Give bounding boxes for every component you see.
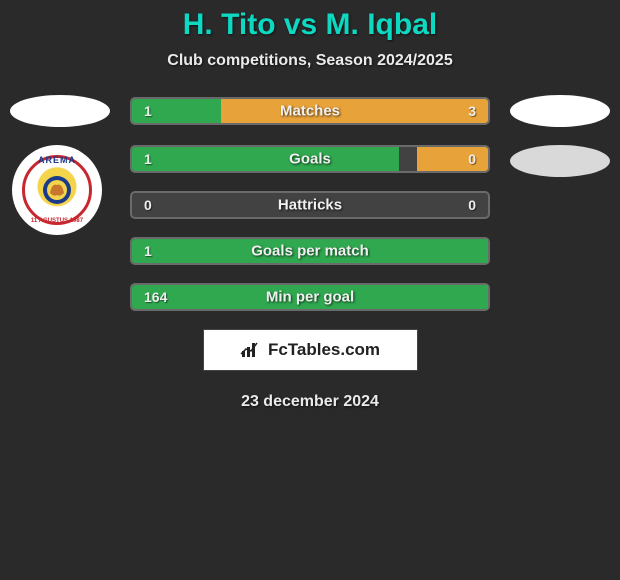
- stat-label: Matches: [280, 103, 340, 120]
- left-value: 0: [144, 197, 152, 213]
- player-right-placeholder-2: [510, 145, 610, 177]
- badge-name: AREMA: [38, 155, 76, 165]
- bar-fill-left: [132, 147, 399, 171]
- stat-label: Hattricks: [278, 197, 342, 214]
- brand-name: FcTables.com: [268, 340, 380, 360]
- player-right-placeholder: [510, 95, 610, 127]
- stat-row-matches: 1 Matches 3: [0, 95, 620, 127]
- bar-track: 164 Min per goal: [130, 283, 490, 311]
- left-value: 1: [144, 103, 152, 119]
- stat-label: Goals: [289, 151, 331, 168]
- right-value: 0: [468, 197, 476, 213]
- player-left-placeholder: [10, 95, 110, 127]
- bar-track: 1 Goals 0: [130, 145, 490, 173]
- lion-icon: [40, 173, 74, 207]
- right-value: 0: [468, 151, 476, 167]
- bar-track: 1 Goals per match: [130, 237, 490, 265]
- brand-box[interactable]: FcTables.com: [203, 329, 418, 371]
- stat-label: Min per goal: [266, 289, 354, 306]
- subtitle: Club competitions, Season 2024/2025: [0, 52, 620, 70]
- bar-chart-icon: [240, 341, 262, 359]
- bar-fill-right: [417, 147, 488, 171]
- generated-date: 23 december 2024: [0, 393, 620, 411]
- left-value: 164: [144, 289, 167, 305]
- page-title: H. Tito vs M. Iqbal: [0, 8, 620, 42]
- bar-track: 0 Hattricks 0: [130, 191, 490, 219]
- bar-fill-right: [221, 99, 488, 123]
- team-badge-left: AREMA 11 AGUSTUS 1987: [12, 145, 102, 235]
- right-value: 3: [468, 103, 476, 119]
- badge-date: 11 AGUSTUS 1987: [31, 218, 83, 224]
- stat-label: Goals per match: [251, 243, 369, 260]
- bar-track: 1 Matches 3: [130, 97, 490, 125]
- comparison-widget: H. Tito vs M. Iqbal Club competitions, S…: [0, 0, 620, 411]
- left-value: 1: [144, 151, 152, 167]
- left-value: 1: [144, 243, 152, 259]
